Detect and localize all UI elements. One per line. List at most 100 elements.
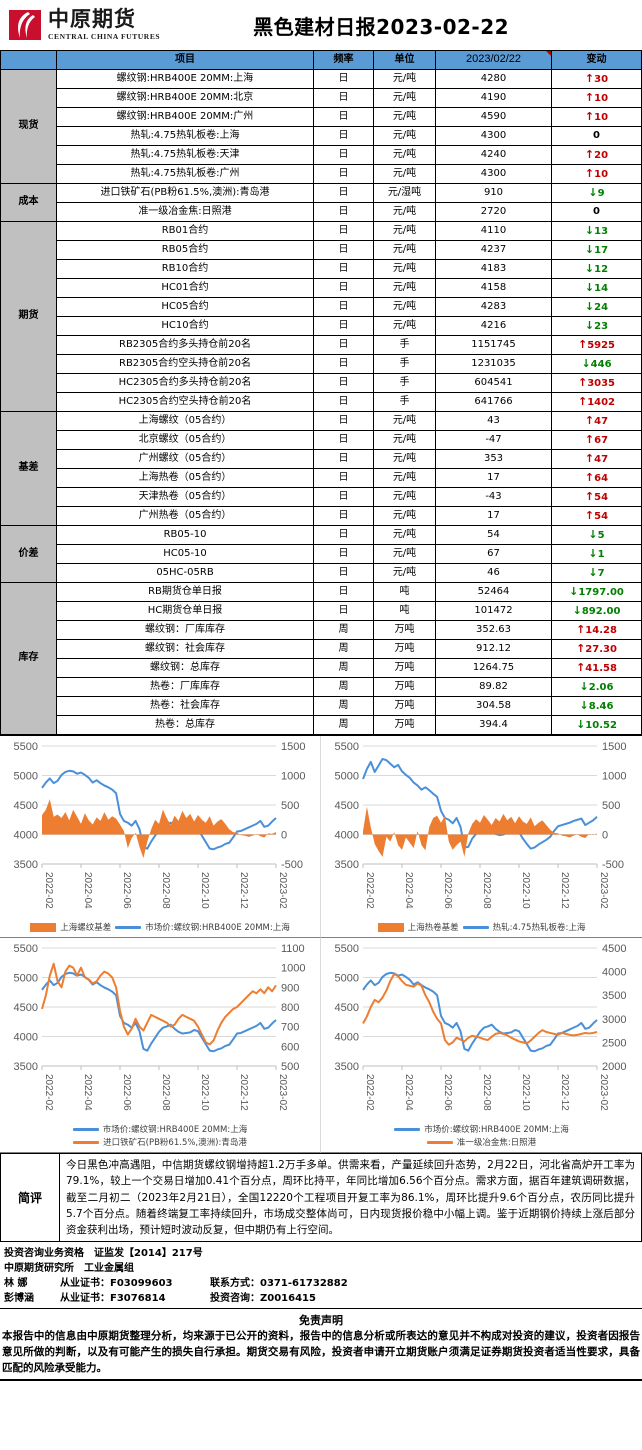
table-row: 螺纹钢：厂库库存周万吨 352.63 ↑14.28 — [1, 620, 642, 640]
cell-change: ↓23 — [551, 316, 642, 336]
cell-frequency: 日 — [313, 259, 374, 279]
cell-unit: 万吨 — [373, 658, 436, 678]
svg-text:4500: 4500 — [335, 1002, 359, 1014]
analyst-contact-1: 联系方式：0371-61732882 — [210, 1276, 348, 1291]
x-axis-tick-label: 2022-12 — [238, 872, 249, 909]
analyst-row-1: 林 娜 从业证书：F03099603 联系方式：0371-61732882 — [4, 1276, 638, 1291]
svg-text:4500: 4500 — [14, 800, 38, 812]
cell-value: 4590 — [435, 107, 552, 127]
cell-item: 螺纹钢：厂库库存 — [56, 620, 314, 640]
svg-text:1000: 1000 — [602, 771, 626, 783]
charts-row-top: 3500 4000 4500 5000 5500 -500 0 500 1000 1500 2022… — [0, 736, 642, 938]
svg-text:5000: 5000 — [335, 771, 359, 783]
cell-frequency: 日 — [313, 240, 374, 260]
cell-item: 热轧:4.75热轧板卷:上海 — [56, 126, 314, 146]
series-line — [362, 971, 598, 1053]
legend-item: 进口铁矿石(PB粉61.5%,澳洲):青岛港 — [73, 1136, 247, 1148]
cell-frequency: 日 — [313, 601, 374, 621]
cell-frequency: 日 — [313, 392, 374, 412]
table-row: HC2305合约空头持仓前20名日手 641766 ↑1402 — [1, 392, 642, 412]
svg-text:4500: 4500 — [335, 800, 359, 812]
x-axis-tick-label: 2022-04 — [403, 872, 414, 909]
cell-value: 641766 — [435, 392, 552, 412]
change-value: 64 — [594, 472, 609, 484]
change-value: 2.06 — [588, 681, 614, 693]
cell-value: 4300 — [435, 164, 552, 184]
change-value: 54 — [594, 510, 609, 522]
cell-value: 89.82 — [435, 677, 552, 697]
legend-swatch-icon — [394, 1127, 421, 1131]
cell-item: 螺纹钢：社会库存 — [56, 639, 314, 659]
central-china-futures-logo-icon — [8, 8, 42, 42]
chart-rebar-vs-coke: 3500 4000 4500 5000 5500 2000 2500 3000 3500 4000… — [321, 938, 642, 1153]
cell-unit: 元/吨 — [373, 506, 436, 526]
svg-text:3500: 3500 — [602, 990, 626, 1002]
table-row: 热轧:4.75热轧板卷:上海日元/吨 4300 0 — [1, 126, 642, 146]
svg-text:2500: 2500 — [602, 1037, 626, 1049]
table-row: 广州螺纹（05合约）日元/吨 353 ↑47 — [1, 449, 642, 469]
chart-plot-area: 3500 4000 4500 5000 5500 2000 2500 3000 3500 4000… — [335, 943, 627, 1111]
cell-frequency: 日 — [313, 525, 374, 545]
analyst-cert-no-1: F03099603 — [110, 1278, 173, 1290]
table-row: 现货 螺纹钢:HRB400E 20MM:上海日元/吨 4280 ↑30 — [0, 69, 642, 184]
cell-item: 05HC-05RB — [56, 563, 314, 583]
arrow-up-icon: ↑ — [584, 109, 595, 123]
x-axis-tick-label: 2022-02 — [364, 872, 375, 909]
cell-item: HC2305合约多头持仓前20名 — [56, 373, 314, 393]
analyst-cert-2: 从业证书：F3076814 — [60, 1291, 210, 1306]
cell-change: ↓14 — [551, 278, 642, 298]
legend-row: 上海螺纹基差 市场价:螺纹钢:HRB400E 20MM:上海 — [30, 921, 290, 933]
svg-text:3000: 3000 — [602, 1014, 626, 1026]
cell-frequency: 周 — [313, 620, 374, 640]
header-cell-unit: 单位 — [373, 50, 436, 70]
cell-unit: 元/吨 — [373, 145, 436, 165]
cell-value: 2720 — [435, 202, 552, 222]
cell-frequency: 日 — [313, 487, 374, 507]
svg-text:5000: 5000 — [335, 973, 359, 985]
x-axis-tick-label: 2022-04 — [403, 1074, 414, 1111]
svg-text:3500: 3500 — [335, 859, 359, 871]
cell-change: ↑14.28 — [551, 620, 642, 640]
x-axis-tick-label: 2022-06 — [442, 872, 453, 909]
arrow-up-icon: ↑ — [584, 147, 595, 161]
cell-frequency: 日 — [313, 335, 374, 355]
cell-item: 螺纹钢：总库存 — [56, 658, 314, 678]
cell-unit: 元/吨 — [373, 259, 436, 279]
change-value: 14 — [594, 282, 609, 294]
table-row: 价差 RB05-10 日元/吨 54 ↓5 — [0, 525, 642, 583]
svg-text:4000: 4000 — [14, 830, 38, 842]
cell-change: ↑20 — [551, 145, 642, 165]
x-axis-tick-label: 2022-12 — [238, 1074, 249, 1111]
disclaimer-text: 本报告中的信息由中原期货整理分析，均来源于已公开的资料，报告中的信息分析或所表达… — [2, 1330, 640, 1374]
cell-item: HC05合约 — [56, 297, 314, 317]
cell-value: 1151745 — [435, 335, 552, 355]
svg-text:0: 0 — [602, 830, 608, 842]
change-value: 10 — [594, 168, 609, 180]
x-axis-tick-label: 2022-10 — [199, 872, 210, 909]
analyst-contact-label-1: 联系方式： — [210, 1278, 260, 1290]
table-row: HC期货仓单日报日吨 101472 ↓892.00 — [1, 601, 642, 621]
cell-frequency: 日 — [313, 297, 374, 317]
table-row: 热卷：社会库存周万吨 304.58 ↓8.46 — [1, 696, 642, 716]
x-axis-tick-label: 2022-02 — [364, 1074, 375, 1111]
arrow-up-icon: ↑ — [577, 394, 588, 408]
x-axis-tick-label: 2022-08 — [160, 1074, 171, 1111]
disclaimer-section: 免责声明 本报告中的信息由中原期货整理分析，均来源于已公开的资料，报告中的信息分… — [0, 1309, 642, 1381]
legend-swatch-icon — [30, 922, 57, 932]
cell-item: HC05-10 — [56, 544, 314, 564]
cell-value: 43 — [435, 411, 552, 431]
cell-unit: 元/吨 — [373, 468, 436, 488]
table-row: RB2305合约多头持仓前20名日手 1151745 ↑5925 — [1, 335, 642, 355]
cell-change: ↑5925 — [551, 335, 642, 355]
cell-value: 52464 — [435, 582, 552, 602]
analyst-contact-2: 投资咨询：Z0016415 — [210, 1291, 316, 1306]
svg-text:1000: 1000 — [281, 963, 305, 975]
change-value: 8.46 — [588, 700, 614, 712]
arrow-up-icon: ↑ — [577, 337, 588, 351]
table-row: HC05-10 日元/吨 67 ↓1 — [1, 544, 642, 564]
x-axis-tick-label: 2022-08 — [481, 1074, 492, 1111]
cell-item: HC10合约 — [56, 316, 314, 336]
table-row: 上海热卷（05合约）日元/吨 17 ↑64 — [1, 468, 642, 488]
arrow-up-icon: ↑ — [577, 375, 588, 389]
change-value: 1 — [597, 548, 605, 560]
